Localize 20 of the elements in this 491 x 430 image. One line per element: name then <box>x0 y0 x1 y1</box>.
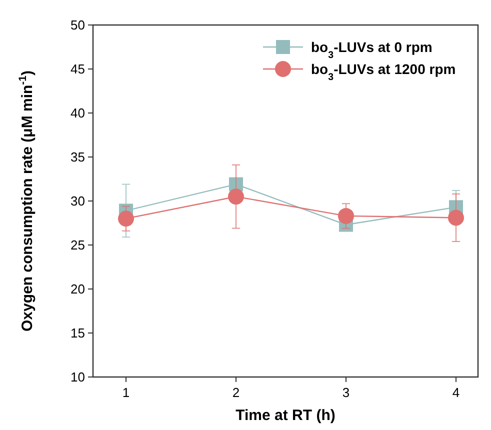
y-tick-label: 40 <box>70 106 85 120</box>
point <box>228 188 244 205</box>
y-tick-label: 45 <box>70 62 85 76</box>
y-tick-label: 10 <box>70 370 85 384</box>
legend-label: bo$_{3}$-LUVs at 1200 rpm <box>311 61 456 82</box>
point <box>338 208 354 224</box>
point <box>448 210 464 226</box>
y-tick-label: 50 <box>70 18 85 32</box>
x-tick-label: 3 <box>342 385 350 400</box>
y-tick-label: 30 <box>70 194 85 208</box>
x-tick-label: 1 <box>122 385 130 400</box>
legend-label: bo$_{3}$-LUVs at 0 rpm <box>311 39 432 60</box>
x-axis-title: Time at RT (h) <box>236 407 336 424</box>
y-tick-label: 35 <box>70 150 85 164</box>
y-tick-label: 15 <box>70 326 85 340</box>
y-tick-label: 25 <box>70 238 85 252</box>
point <box>118 210 134 227</box>
x-tick-label: 2 <box>232 385 240 400</box>
x-tick-label: 4 <box>452 385 460 400</box>
y-tick-label: 20 <box>70 282 85 296</box>
